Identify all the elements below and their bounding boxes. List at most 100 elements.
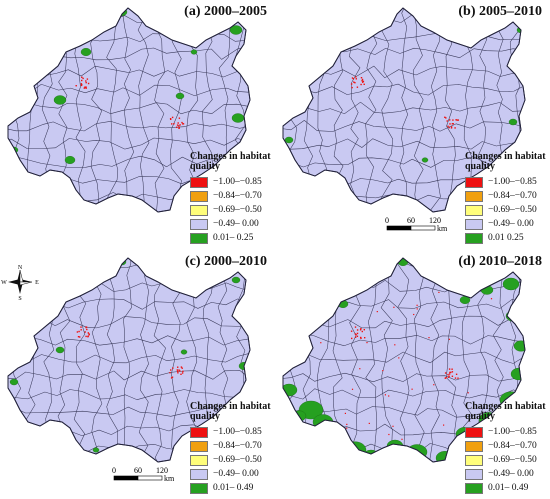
legend-label: −0.69–−0.50	[213, 205, 262, 215]
decline-patch	[355, 76, 357, 78]
county-boundary	[138, 258, 151, 462]
legend-item: −1.00–−0.85	[465, 175, 549, 189]
decline-patch	[80, 329, 82, 331]
decline-patch	[448, 338, 450, 340]
legend-swatch	[465, 218, 483, 230]
decline-patch	[451, 123, 454, 125]
decline-patch	[88, 333, 90, 335]
scale-unit: km	[437, 224, 448, 233]
legend-label: 0.01– 0.49	[213, 483, 254, 493]
county-boundary	[8, 352, 250, 364]
county-boundary	[91, 258, 103, 462]
decline-patch	[88, 334, 90, 336]
legend-swatch	[190, 204, 208, 216]
scale-label-120: 120	[429, 216, 441, 225]
decline-patch	[176, 124, 179, 126]
decline-patch	[360, 77, 363, 79]
map-panel-d: (d) 2010–2018 Changes in habitat quality…	[275, 250, 550, 499]
decline-patch	[83, 87, 85, 89]
decline-patch	[451, 371, 454, 373]
scale-unit: km	[164, 474, 175, 483]
decline-patch	[456, 119, 458, 121]
legend-item: −0.84–−0.70	[190, 439, 274, 453]
decline-patch	[171, 116, 174, 119]
scale-bar: 0 60 120 km	[110, 464, 190, 493]
decline-patch	[446, 120, 448, 122]
decline-patch	[416, 304, 418, 306]
legend-swatch	[190, 426, 208, 438]
county-boundary	[10, 8, 22, 212]
panel-title: (d) 2010–2018	[458, 254, 542, 269]
increase-patch	[508, 118, 518, 126]
county-boundary	[283, 138, 525, 150]
increase-patch	[284, 136, 294, 144]
county-boundary	[412, 8, 425, 212]
panel-title: (a) 2000–2005	[184, 4, 267, 19]
county-boundary	[122, 8, 134, 212]
decline-patch	[346, 427, 348, 429]
legend-item: 0.01– 0.49	[190, 481, 274, 495]
decline-patch	[178, 127, 180, 129]
decline-patch	[182, 370, 184, 373]
county-boundary	[106, 258, 118, 462]
legend-item: −0.84–−0.70	[190, 189, 274, 203]
decline-patch	[401, 438, 403, 440]
county-boundary	[8, 155, 250, 168]
legend-item: −0.69–−0.50	[465, 203, 549, 217]
compass-n: N	[18, 265, 23, 271]
habitat-change-map	[7, 7, 251, 213]
decline-patch	[320, 342, 322, 344]
study-area-border	[7, 257, 251, 463]
decline-patch	[171, 376, 174, 378]
increase-patch	[80, 48, 92, 57]
decline-patch	[356, 332, 359, 335]
legend-label: −0.69–−0.50	[488, 205, 537, 215]
decline-patch	[398, 357, 400, 359]
legend-label: −0.69–−0.50	[213, 455, 262, 465]
decline-patch	[362, 80, 365, 83]
increase-patch	[312, 414, 334, 430]
decline-patch	[351, 337, 353, 340]
legend-item: 0.01– 0.25	[190, 231, 274, 245]
county-boundary	[137, 8, 150, 212]
decline-patch	[366, 342, 368, 344]
county-boundary	[8, 137, 250, 150]
decline-patch	[361, 78, 364, 81]
legend-label: −0.49– 0.00	[213, 219, 259, 229]
decline-patch	[360, 336, 362, 339]
study-area-border	[282, 257, 526, 463]
legend-label: 0.01 0.25	[488, 233, 524, 243]
decline-patch	[451, 368, 453, 370]
county-boundary	[283, 156, 525, 168]
county-boundary	[380, 8, 393, 212]
decline-patch	[362, 81, 364, 83]
legend-swatch	[465, 204, 483, 216]
decline-patch	[356, 329, 359, 331]
panel-title: (b) 2005–2010	[458, 4, 542, 19]
decline-patch	[84, 86, 86, 88]
decline-patch	[450, 371, 452, 374]
increase-patch	[64, 155, 76, 164]
decline-patch	[170, 118, 172, 120]
decline-patch	[454, 377, 457, 379]
scale-label-60: 60	[134, 466, 142, 475]
decline-patch	[179, 370, 181, 372]
decline-patch	[180, 373, 182, 375]
decline-patch	[388, 433, 390, 436]
legend-swatch	[190, 218, 208, 230]
legend-item: −0.69–−0.50	[190, 203, 274, 217]
legend-item: −0.84–−0.70	[465, 439, 549, 453]
legend-swatch	[190, 176, 208, 188]
decline-patch	[382, 370, 384, 372]
decline-patch	[457, 377, 459, 379]
legend-label: −1.00–−0.85	[213, 177, 262, 187]
decline-patch	[359, 329, 362, 331]
legend-label: −0.84–−0.70	[488, 441, 537, 451]
legend-swatch	[190, 440, 208, 452]
decline-patch	[356, 86, 359, 88]
decline-patch	[177, 370, 179, 373]
decline-patch	[449, 371, 451, 374]
county-boundary	[153, 258, 166, 462]
increase-patch	[53, 95, 67, 105]
legend-label: −0.69–−0.50	[488, 455, 537, 465]
